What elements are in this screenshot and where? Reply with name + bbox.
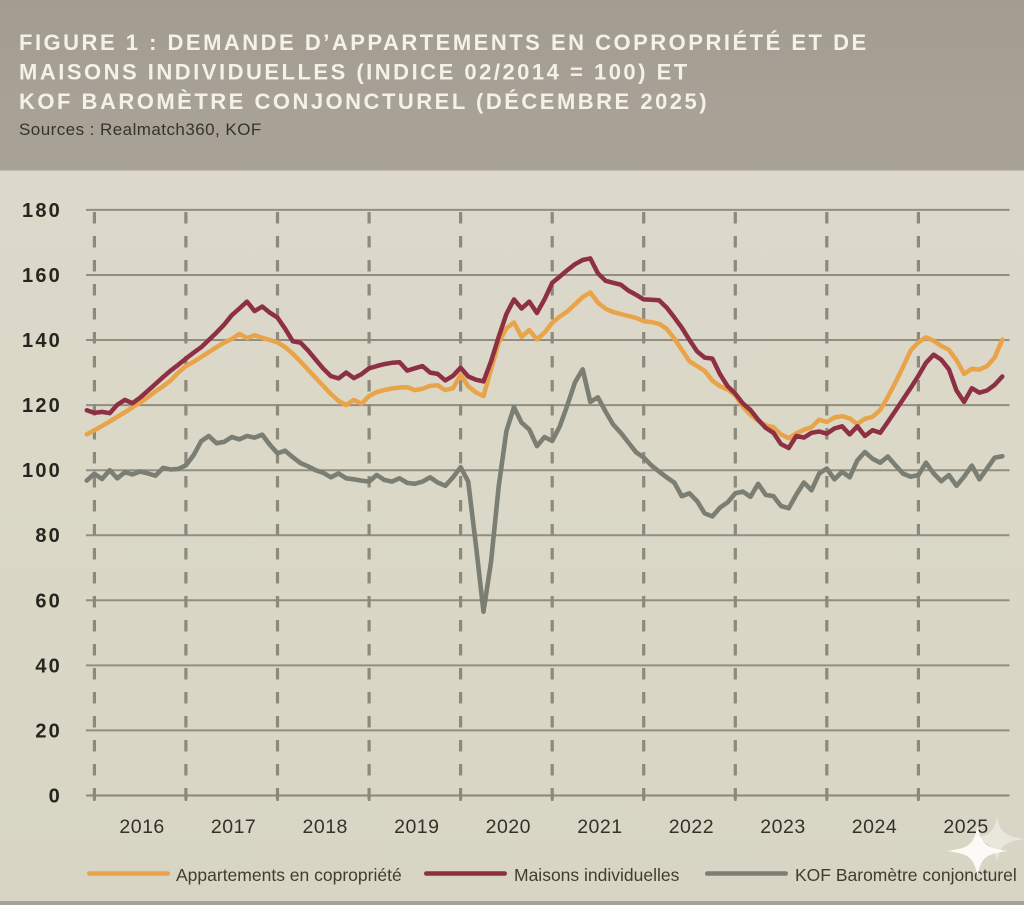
svg-text:180: 180	[22, 200, 62, 222]
svg-text:2020: 2020	[486, 816, 531, 838]
svg-text:160: 160	[22, 265, 62, 287]
svg-text:KOF Baromètre conjoncturel: KOF Baromètre conjoncturel	[795, 865, 1017, 885]
svg-text:MAISONS INDIVIDUELLES (INDICE: MAISONS INDIVIDUELLES (INDICE 02/2014 = …	[19, 60, 690, 85]
svg-text:2021: 2021	[577, 816, 622, 838]
svg-text:FIGURE 1 : DEMANDE D’APPARTEME: FIGURE 1 : DEMANDE D’APPARTEMENTS EN COP…	[19, 30, 869, 55]
svg-text:Sources : Realmatch360, KOF: Sources : Realmatch360, KOF	[19, 120, 262, 139]
svg-text:80: 80	[35, 525, 62, 547]
svg-text:140: 140	[22, 330, 62, 352]
svg-text:2018: 2018	[303, 816, 348, 838]
svg-text:2019: 2019	[394, 816, 439, 838]
svg-text:60: 60	[35, 590, 62, 612]
svg-text:Appartements en copropriété: Appartements en copropriété	[176, 865, 402, 885]
svg-text:100: 100	[22, 460, 62, 482]
svg-text:2025: 2025	[943, 816, 988, 838]
svg-text:2023: 2023	[760, 816, 805, 838]
svg-text:2024: 2024	[852, 816, 897, 838]
svg-text:120: 120	[22, 395, 62, 417]
svg-text:KOF BAROMÈTRE CONJONCTUREL (DÉ: KOF BAROMÈTRE CONJONCTUREL (DÉCEMBRE 202…	[19, 89, 709, 114]
svg-text:2022: 2022	[669, 816, 714, 838]
svg-text:20: 20	[35, 720, 62, 742]
svg-text:2017: 2017	[211, 816, 256, 838]
svg-text:40: 40	[35, 655, 62, 677]
svg-text:2016: 2016	[119, 816, 164, 838]
svg-text:0: 0	[49, 786, 62, 808]
svg-text:Maisons individuelles: Maisons individuelles	[514, 865, 680, 885]
